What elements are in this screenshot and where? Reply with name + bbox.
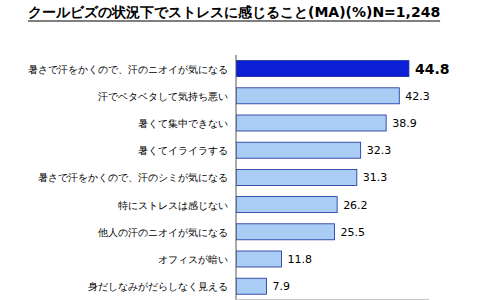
data-label: 26.2	[343, 199, 368, 212]
data-label: 42.3	[405, 90, 430, 103]
title-underline	[28, 20, 440, 21]
bar	[236, 115, 386, 131]
bars	[236, 61, 409, 295]
category-label: オフィスが暗い	[158, 254, 228, 265]
value-axis	[236, 299, 429, 300]
data-label: 11.8	[288, 253, 313, 266]
title: クールビズの状況下でストレスに感じること(MA)(%)N=1,248	[28, 4, 440, 20]
data-label: 31.3	[363, 171, 388, 184]
category-label: 暑くて集中できない	[138, 118, 228, 129]
bar	[236, 197, 337, 213]
data-label: 32.3	[367, 144, 392, 157]
category-label: 身だしなみがだらしなく見える	[88, 281, 228, 292]
category-label: 暑くてイライラする	[138, 145, 228, 156]
bar	[236, 278, 266, 294]
category-label: 暑さで汗をかくので、汗のニオイが気になる	[28, 64, 228, 75]
bar	[236, 169, 357, 185]
category-axis	[236, 55, 237, 300]
category-label: 他人の汗のニオイが気になる	[98, 227, 228, 238]
chart: クールビズの状況下でストレスに感じること(MA)(%)N=1,248 暑さで汗をか…	[0, 0, 479, 300]
data-label: 38.9	[392, 117, 417, 130]
data-label: 44.8	[415, 61, 450, 77]
bar	[236, 88, 399, 104]
data-label: 7.9	[272, 280, 290, 293]
bar	[236, 142, 361, 158]
bar	[236, 251, 282, 267]
data-label: 25.5	[340, 226, 365, 239]
bar	[236, 224, 334, 240]
category-label: 特にストレスは感じない	[118, 200, 228, 211]
category-label: 汗でベタベタして気持ち悪い	[98, 91, 228, 102]
bar	[236, 61, 409, 77]
category-label: 暑さで汗をかくので、汗のシミが気になる	[38, 172, 228, 183]
